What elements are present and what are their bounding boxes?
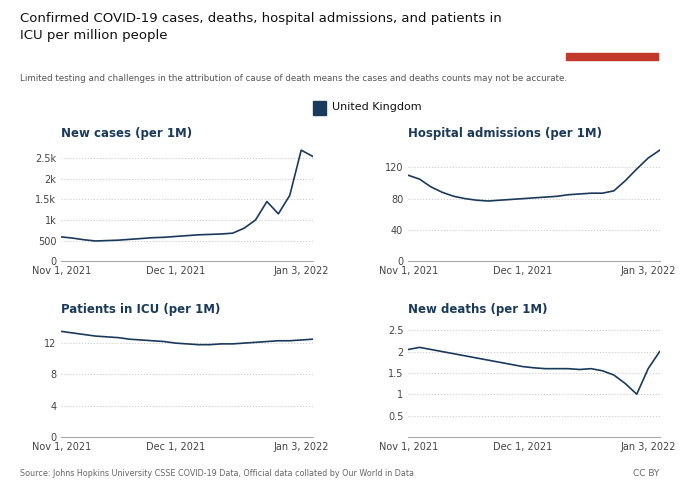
Text: Patients in ICU (per 1M): Patients in ICU (per 1M) [61,303,220,316]
Text: Limited testing and challenges in the attribution of cause of death means the ca: Limited testing and challenges in the at… [20,74,567,84]
Text: in Data: in Data [594,36,631,45]
Text: Confirmed COVID-19 cases, deaths, hospital admissions, and patients in
ICU per m: Confirmed COVID-19 cases, deaths, hospit… [20,12,502,42]
Text: Hospital admissions (per 1M): Hospital admissions (per 1M) [408,127,602,140]
Text: CC BY: CC BY [633,468,660,478]
Text: United Kingdom: United Kingdom [332,102,422,112]
Text: New cases (per 1M): New cases (per 1M) [61,127,192,140]
Bar [566,53,658,60]
Text: New deaths (per 1M): New deaths (per 1M) [408,303,547,316]
Text: Source: Johns Hopkins University CSSE COVID-19 Data, Official data collated by O: Source: Johns Hopkins University CSSE CO… [20,468,414,478]
Text: Our World: Our World [587,20,638,29]
